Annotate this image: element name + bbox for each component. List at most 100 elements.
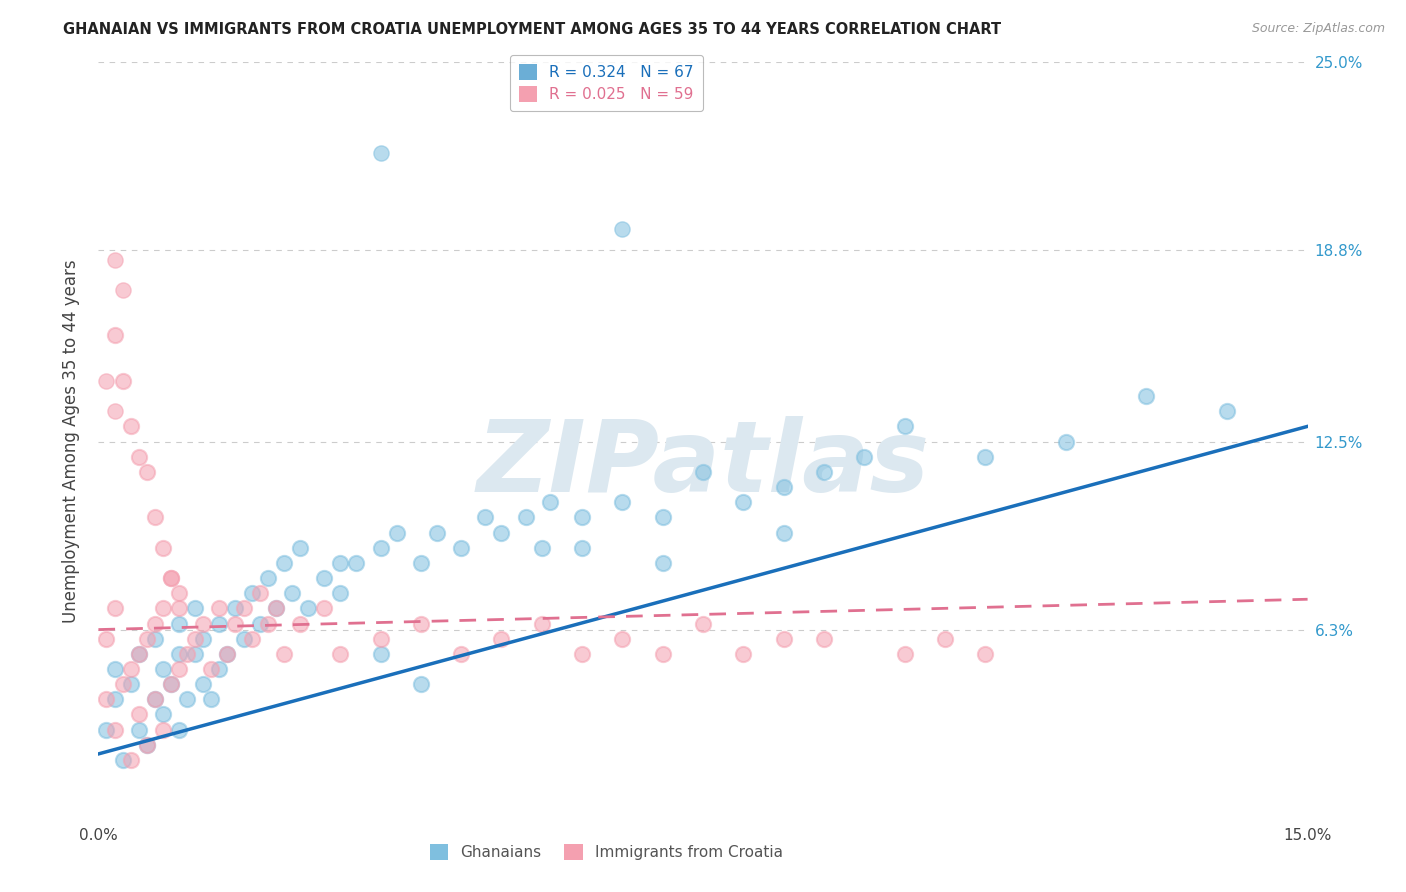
Point: [772, 525, 794, 540]
Point: [474, 510, 496, 524]
Point: [571, 541, 593, 555]
Point: [128, 450, 150, 464]
Point: [409, 677, 432, 691]
Point: [370, 541, 392, 555]
Point: [692, 616, 714, 631]
Legend: Ghanaians, Immigrants from Croatia: Ghanaians, Immigrants from Croatia: [423, 838, 789, 866]
Point: [193, 677, 215, 691]
Point: [224, 601, 246, 615]
Point: [217, 647, 239, 661]
Point: [288, 616, 311, 631]
Point: [491, 632, 513, 646]
Point: [103, 662, 125, 676]
Point: [612, 222, 634, 236]
Point: [450, 541, 472, 555]
Point: [370, 647, 392, 661]
Point: [450, 647, 472, 661]
Y-axis label: Unemployment Among Ages 35 to 44 years: Unemployment Among Ages 35 to 44 years: [62, 260, 80, 624]
Point: [329, 556, 352, 570]
Point: [152, 662, 174, 676]
Point: [160, 571, 183, 585]
Point: [385, 525, 408, 540]
Point: [193, 616, 215, 631]
Point: [152, 707, 174, 722]
Point: [120, 753, 142, 767]
Point: [208, 662, 231, 676]
Point: [152, 601, 174, 615]
Point: [612, 495, 634, 509]
Point: [217, 647, 239, 661]
Point: [103, 328, 125, 343]
Point: [281, 586, 304, 600]
Point: [530, 616, 553, 631]
Point: [733, 495, 755, 509]
Point: [111, 374, 134, 388]
Point: [772, 480, 794, 494]
Point: [530, 541, 553, 555]
Point: [232, 601, 254, 615]
Point: [120, 419, 142, 434]
Point: [135, 738, 157, 752]
Point: [264, 601, 287, 615]
Point: [264, 601, 287, 615]
Point: [273, 647, 295, 661]
Point: [224, 616, 246, 631]
Text: ZIPatlas: ZIPatlas: [477, 416, 929, 513]
Point: [135, 632, 157, 646]
Point: [974, 647, 997, 661]
Point: [152, 541, 174, 555]
Point: [651, 510, 673, 524]
Point: [135, 465, 157, 479]
Point: [96, 374, 118, 388]
Point: [193, 632, 215, 646]
Point: [651, 647, 673, 661]
Point: [167, 647, 190, 661]
Point: [200, 662, 222, 676]
Point: [692, 465, 714, 479]
Point: [249, 586, 271, 600]
Point: [184, 632, 207, 646]
Point: [208, 616, 231, 631]
Point: [103, 723, 125, 737]
Point: [934, 632, 956, 646]
Text: Source: ZipAtlas.com: Source: ZipAtlas.com: [1251, 22, 1385, 36]
Point: [571, 510, 593, 524]
Point: [103, 601, 125, 615]
Point: [143, 632, 166, 646]
Point: [120, 677, 142, 691]
Point: [96, 632, 118, 646]
Point: [200, 692, 222, 706]
Point: [571, 647, 593, 661]
Point: [329, 647, 352, 661]
Point: [772, 632, 794, 646]
Point: [160, 677, 183, 691]
Point: [370, 632, 392, 646]
Point: [143, 692, 166, 706]
Point: [232, 632, 254, 646]
Point: [103, 692, 125, 706]
Point: [733, 647, 755, 661]
Point: [128, 647, 150, 661]
Point: [143, 510, 166, 524]
Point: [409, 616, 432, 631]
Point: [491, 525, 513, 540]
Point: [176, 647, 198, 661]
Point: [314, 571, 336, 585]
Point: [515, 510, 537, 524]
Point: [96, 723, 118, 737]
Point: [240, 632, 263, 646]
Point: [426, 525, 449, 540]
Point: [167, 723, 190, 737]
Point: [167, 616, 190, 631]
Point: [370, 146, 392, 161]
Point: [184, 647, 207, 661]
Point: [1054, 434, 1077, 449]
Point: [273, 556, 295, 570]
Point: [111, 283, 134, 297]
Point: [314, 601, 336, 615]
Point: [813, 632, 835, 646]
Point: [167, 601, 190, 615]
Point: [160, 571, 183, 585]
Point: [974, 450, 997, 464]
Point: [208, 601, 231, 615]
